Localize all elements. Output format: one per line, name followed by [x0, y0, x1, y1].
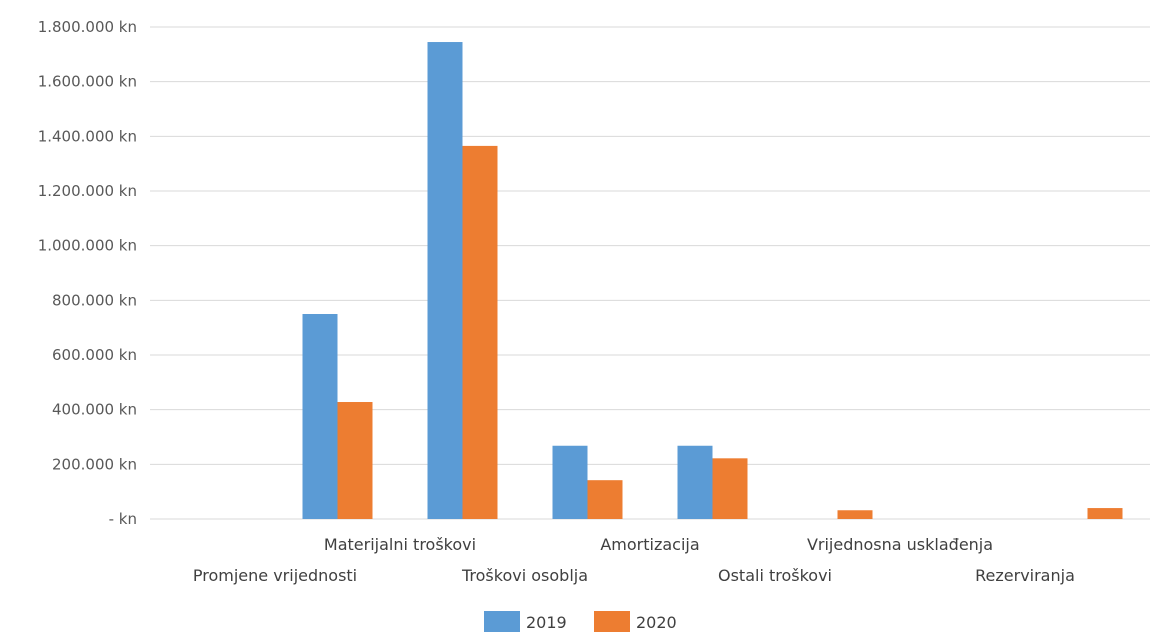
y-tick-label: 800.000 kn [52, 291, 137, 309]
y-tick-label: 600.000 kn [52, 346, 137, 364]
y-tick-label: 1.600.000 kn [38, 73, 137, 91]
bar-2019-ostali-troskovi [677, 445, 713, 519]
y-tick-label: 1.000.000 kn [38, 237, 137, 255]
category-label-amortizacija: Amortizacija [600, 535, 699, 554]
y-tick-label: 1.200.000 kn [38, 182, 137, 200]
y-tick-label: 200.000 kn [52, 455, 137, 473]
bar-2020-amortizacija [587, 480, 623, 519]
category-label-troskovi-osoblja: Troškovi osoblja [461, 566, 588, 585]
y-tick-label: - kn [109, 510, 137, 528]
legend-label-2020: 2020 [636, 613, 677, 632]
bar-2019-troskovi-osoblja [427, 42, 463, 520]
x-axis-category-labels: Promjene vrijednosti Materijalni troškovi… [193, 535, 1075, 585]
category-label-rezerviranja: Rezerviranja [975, 566, 1075, 585]
bar-2020-materijalni-troskovi [337, 402, 373, 519]
bar-2019-amortizacija [552, 445, 588, 519]
legend: 2019 2020 [484, 611, 677, 632]
y-tick-label: 400.000 kn [52, 401, 137, 419]
bar-2020-troskovi-osoblja [462, 145, 498, 519]
bar-2019-materijalni-troskovi [302, 314, 338, 519]
gridlines [150, 26, 1150, 520]
category-label-materijalni-troskovi: Materijalni troškovi [324, 535, 476, 554]
bar-2020-blank [1087, 508, 1123, 519]
y-tick-label: 1.800.000 kn [38, 18, 137, 36]
category-label-ostali-troskovi: Ostali troškovi [718, 566, 832, 585]
y-tick-label: 1.400.000 kn [38, 127, 137, 145]
bar-2020-vrijednosna-uskladenja [837, 510, 873, 519]
legend-swatch-2020 [594, 611, 630, 632]
category-label-vrijednosna-uskladenja: Vrijednosna usklađenja [807, 535, 993, 554]
legend-swatch-2019 [484, 611, 520, 632]
category-label-promjene-vrijednosti: Promjene vrijednosti [193, 566, 357, 585]
bar-2020-ostali-troskovi [712, 458, 748, 519]
legend-label-2019: 2019 [526, 613, 567, 632]
y-axis-tick-labels: - kn 200.000 kn 400.000 kn 600.000 kn 800.00… [38, 18, 137, 528]
bars [302, 42, 1123, 520]
